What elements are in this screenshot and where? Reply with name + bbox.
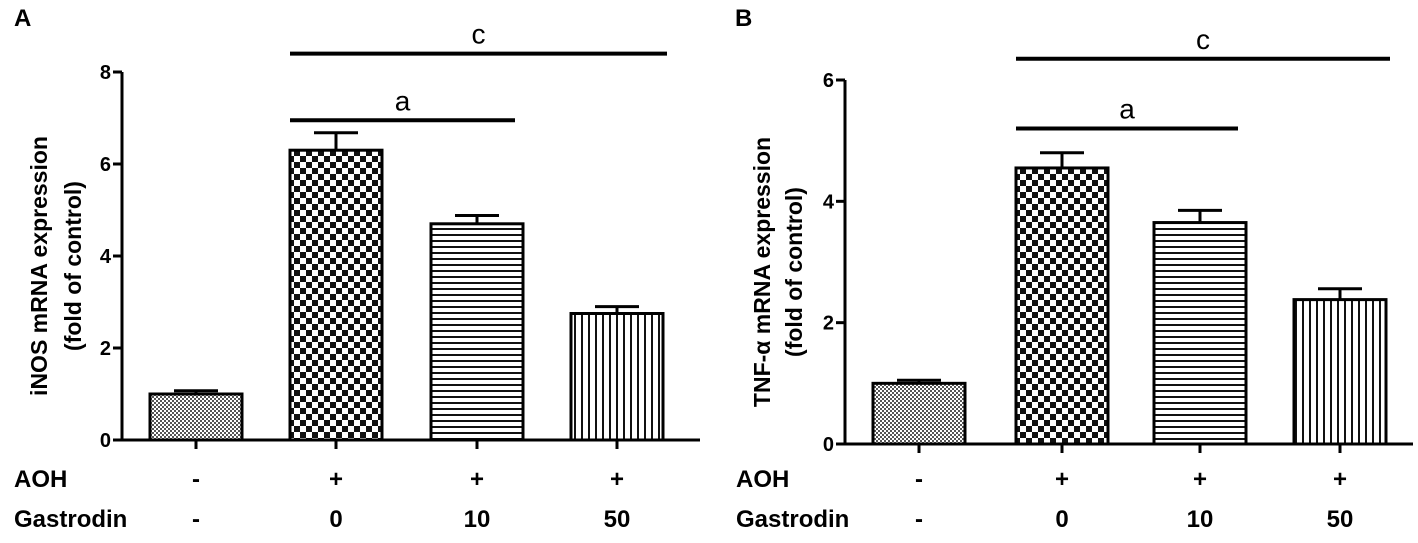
panel-b: B 0 2 4 6 TNF-α mRNA expression (fold of contr…: [735, 5, 1413, 533]
bar: [429, 222, 525, 442]
y-axis-label: TNF-α mRNA expression: [749, 137, 775, 407]
condition-gastrodin: 50: [604, 506, 631, 533]
condition-aoh: +: [329, 466, 343, 493]
y-tick-label: 2: [823, 313, 834, 335]
bar: [1014, 166, 1110, 446]
bar: [1152, 221, 1248, 446]
y-tick-label: 4: [100, 246, 112, 268]
panel-label: A: [14, 5, 31, 32]
y-tick-label: 4: [823, 191, 835, 213]
condition-aoh: -: [915, 466, 923, 493]
significance-label: a: [1119, 94, 1135, 125]
y-tick-label: 0: [100, 430, 111, 452]
panel-label: B: [735, 5, 752, 32]
bar: [1292, 298, 1388, 446]
condition-gastrodin: 50: [1327, 506, 1354, 533]
bar: [148, 392, 244, 442]
condition-aoh: +: [610, 466, 624, 493]
y-axis-label-sub: (fold of control): [60, 181, 86, 351]
y-tick-label: 2: [100, 338, 111, 360]
condition-gastrodin: 10: [1187, 506, 1214, 533]
significance-label: c: [472, 19, 486, 50]
bar: [871, 381, 967, 446]
y-axis-label: iNOS mRNA expression: [26, 136, 52, 396]
bar: [569, 312, 665, 442]
condition-aoh: +: [1055, 466, 1069, 493]
y-tick-label: 0: [823, 434, 834, 456]
y-tick-label: 8: [100, 62, 111, 84]
bar: [288, 148, 384, 442]
condition-gastrodin: 0: [329, 506, 342, 533]
row-label-gastrodin: Gastrodin: [14, 506, 127, 533]
condition-aoh: -: [192, 466, 200, 493]
y-axis-label-sub: (fold of control): [781, 187, 807, 357]
condition-aoh: +: [1193, 466, 1207, 493]
y-tick-label: 6: [100, 154, 111, 176]
condition-gastrodin: -: [915, 506, 923, 533]
significance-label: a: [395, 85, 411, 116]
condition-aoh: +: [1333, 466, 1347, 493]
significance-label: c: [1196, 24, 1210, 55]
row-label-aoh: AOH: [14, 466, 67, 493]
y-tick-label: 6: [823, 70, 834, 92]
panel-a: A 0 2 4 6 8 iNOS mRNA expression (fold of contr…: [14, 5, 700, 533]
row-label-gastrodin: Gastrodin: [736, 506, 849, 533]
condition-gastrodin: 10: [464, 506, 491, 533]
condition-gastrodin: 0: [1055, 506, 1068, 533]
condition-aoh: +: [470, 466, 484, 493]
row-label-aoh: AOH: [736, 466, 789, 493]
condition-gastrodin: -: [192, 506, 200, 533]
